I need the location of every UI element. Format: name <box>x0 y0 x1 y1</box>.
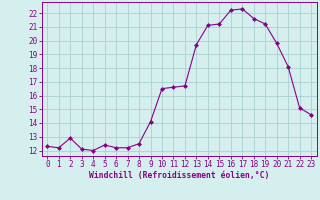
X-axis label: Windchill (Refroidissement éolien,°C): Windchill (Refroidissement éolien,°C) <box>89 171 269 180</box>
